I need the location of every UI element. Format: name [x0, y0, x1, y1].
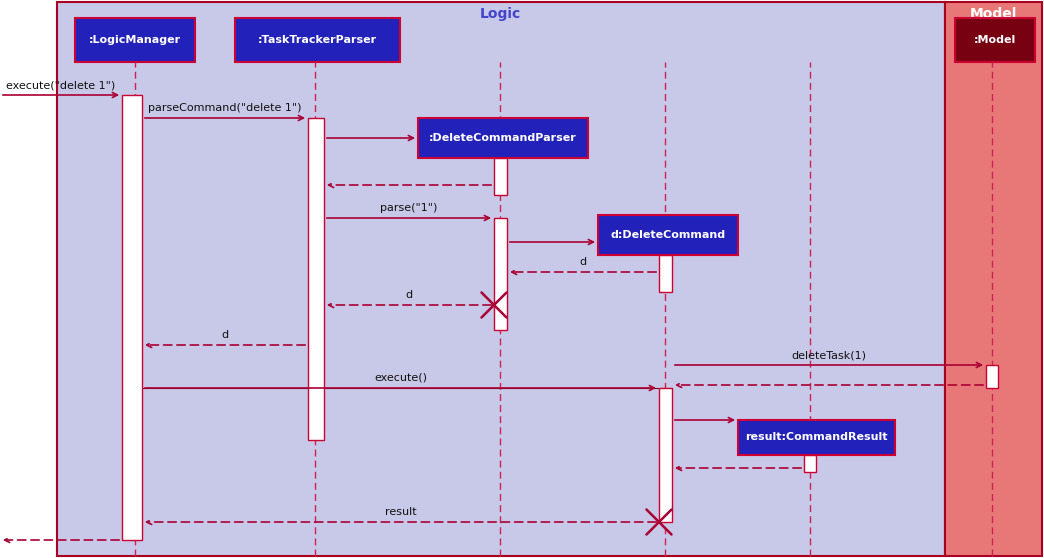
Bar [659, 388, 672, 522]
Text: :DeleteCommandParser: :DeleteCommandParser [429, 133, 577, 143]
Text: result:CommandResult: result:CommandResult [745, 432, 887, 442]
Text: parse("1"): parse("1") [380, 203, 437, 213]
Text: parseCommand("delete 1"): parseCommand("delete 1") [148, 103, 302, 113]
Bar [494, 218, 507, 330]
Text: execute("delete 1"): execute("delete 1") [6, 80, 116, 90]
Text: :Model: :Model [974, 35, 1016, 45]
Bar [659, 255, 672, 292]
Bar [235, 18, 400, 62]
Text: :TaskTrackerParser: :TaskTrackerParser [258, 35, 377, 45]
Bar [598, 215, 738, 255]
Bar [955, 18, 1035, 62]
Text: d:DeleteCommand: d:DeleteCommand [611, 230, 726, 240]
Bar [804, 455, 816, 472]
Bar [986, 365, 998, 388]
Bar [308, 118, 324, 440]
Text: Model: Model [969, 7, 1017, 21]
Text: d: d [405, 290, 412, 300]
Text: result: result [384, 507, 417, 517]
Bar [57, 2, 945, 556]
Text: :LogicManager: :LogicManager [89, 35, 181, 45]
Text: d: d [579, 257, 587, 267]
Bar [945, 2, 1042, 556]
Text: execute(): execute() [374, 373, 427, 383]
Text: deleteTask(1): deleteTask(1) [791, 350, 867, 360]
Bar [494, 158, 507, 195]
Bar [75, 18, 195, 62]
Text: Logic: Logic [479, 7, 521, 21]
Bar [418, 118, 588, 158]
Bar [738, 420, 895, 455]
Bar [122, 95, 142, 540]
Text: d: d [221, 330, 229, 340]
